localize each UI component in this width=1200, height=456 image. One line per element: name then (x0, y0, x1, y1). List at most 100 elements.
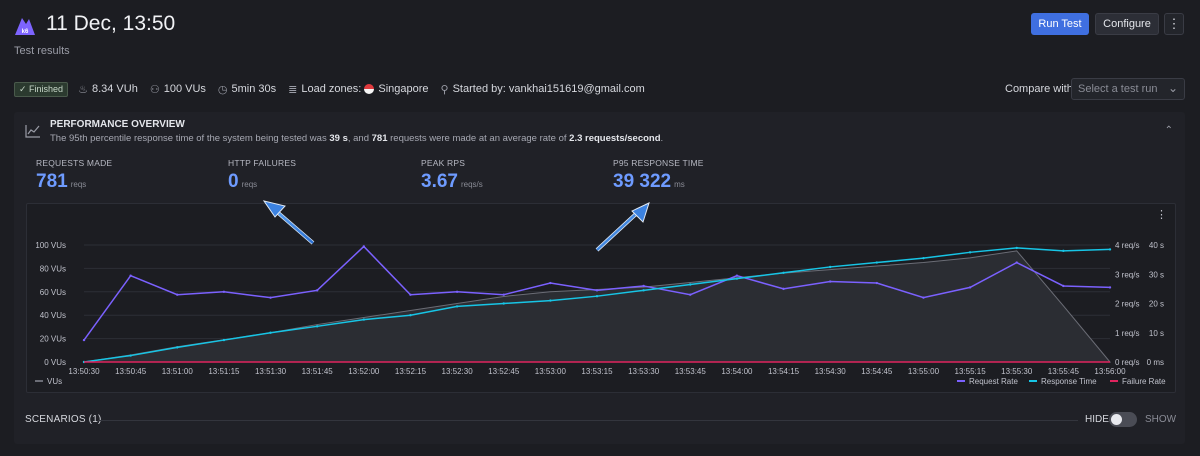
x-tick-label: 13:56:00 (1094, 367, 1126, 376)
stat-label: PEAK RPS (421, 158, 466, 168)
response-time-point (502, 302, 505, 305)
response-time-point (222, 338, 226, 342)
y-left-tick-label: 100 VUs (35, 241, 66, 250)
response-time-point (828, 265, 832, 269)
legend-vus: VUs (47, 377, 62, 386)
x-tick-label: 13:55:00 (908, 367, 940, 376)
stat-peak-rps: PEAK RPS 3.67 reqs/s (421, 158, 483, 193)
series-vus-area (83, 250, 1112, 363)
vus-text: 100 VUs (163, 83, 206, 95)
svg-text:k6: k6 (22, 29, 29, 35)
compare-placeholder: Select a test run (1078, 83, 1158, 95)
response-time-point (689, 283, 692, 286)
desc-rate: 2.3 requests/second (569, 133, 661, 144)
request-rate-point (595, 289, 599, 292)
response-time-point (362, 318, 366, 321)
y-left-tick-label: 80 VUs (40, 264, 66, 273)
response-time-point (1062, 249, 1065, 253)
response-time-point (595, 294, 599, 298)
test-info-bar: ✓ Finished ♨ 8.34 VUh ⚇ 100 VUs ◷ 5min 30s … (14, 81, 657, 97)
response-time-point (735, 277, 739, 280)
response-time-point (315, 325, 319, 328)
stat-requests-made: REQUESTS MADE 781 reqs (36, 158, 112, 193)
started-by-info: ⚲ Started by: vankhai151619@gmail.com (441, 83, 645, 96)
chevron-up-icon[interactable]: ⌃ (1164, 125, 1173, 136)
stat-http-failures: HTTP FAILURES 0 reqs (228, 158, 296, 193)
x-tick-label: 13:51:45 (302, 367, 334, 376)
x-tick-label: 13:54:30 (815, 367, 847, 376)
x-tick-label: 13:53:15 (581, 367, 613, 376)
x-tick-label: 13:52:00 (348, 367, 380, 376)
x-tick-label: 13:50:30 (68, 367, 100, 376)
stat-value: 781 (36, 171, 68, 192)
request-rate-point (1108, 286, 1112, 289)
overview-title: PERFORMANCE OVERVIEW (50, 119, 185, 130)
users-icon: ⚇ (149, 83, 160, 96)
request-rate-point (1015, 261, 1018, 264)
x-tick-label: 13:55:45 (1048, 367, 1080, 376)
stat-value: 3.67 (421, 171, 458, 192)
stat-unit: ms (674, 180, 685, 189)
user-icon: ⚲ (440, 83, 449, 96)
x-tick-label: 13:53:45 (675, 367, 707, 376)
scenarios-toggle[interactable] (1109, 412, 1137, 427)
response-time-point (782, 271, 785, 274)
desc-text-1: The 95th percentile response time of the… (50, 133, 330, 144)
legend-label: Request Rate (969, 377, 1018, 386)
request-rate-point (269, 296, 272, 299)
y-rate-tick-label: 2 req/s (1115, 300, 1139, 309)
request-rate-point (315, 289, 319, 292)
y-left-tick-label: 40 VUs (40, 311, 66, 320)
request-rate-point (362, 245, 366, 248)
y-rate-tick-label: 4 req/s (1115, 241, 1139, 250)
started-by-text: Started by: vankhai151619@gmail.com (452, 83, 645, 95)
response-time-point (549, 299, 552, 302)
scenarios-divider (98, 420, 1078, 421)
hide-label: HIDE (1085, 414, 1109, 425)
run-test-button[interactable]: Run Test (1031, 13, 1089, 35)
request-rate-point (455, 290, 459, 293)
stat-label: HTTP FAILURES (228, 158, 297, 168)
chevron-down-icon: ⌄ (1167, 81, 1178, 95)
desc-text-3: requests were made at an average rate of (387, 133, 570, 144)
load-zones-info: ≣ Load zones: Singapore (288, 83, 428, 96)
y-rate-tick-label: 3 req/s (1115, 270, 1139, 279)
configure-button[interactable]: Configure (1095, 13, 1159, 35)
request-rate-point (222, 290, 226, 293)
chart-menu-icon[interactable]: ⋮ (1156, 209, 1167, 221)
duration-info: ◷ 5min 30s (218, 83, 276, 96)
page-subtitle: Test results (14, 45, 70, 57)
desc-text-2: , and (347, 133, 372, 144)
load-zone-text: Singapore (378, 83, 429, 95)
stat-label: P95 RESPONSE TIME (613, 158, 704, 168)
response-time-point (176, 346, 179, 349)
stat-p95-response-time: P95 RESPONSE TIME 39 322 ms (613, 158, 704, 193)
request-rate-point (502, 293, 505, 296)
x-tick-label: 13:50:45 (115, 367, 147, 376)
desc-p95: 39 s (329, 133, 348, 144)
response-time-point (1108, 248, 1112, 251)
y-time-tick-label: 30 s (1149, 270, 1164, 279)
vuh-text: 8.34 VUh (91, 83, 138, 95)
flame-icon: ♨ (78, 83, 88, 96)
compare-select[interactable]: Select a test run ⌄ (1071, 78, 1185, 100)
status-badge: ✓ Finished (14, 81, 69, 97)
legend-label: Failure Rate (1122, 377, 1166, 386)
stat-unit: reqs/s (460, 180, 483, 189)
request-rate-point (642, 284, 645, 288)
toggle-knob (1111, 414, 1122, 425)
x-tick-label: 13:55:15 (955, 367, 987, 376)
x-tick-label: 13:51:00 (162, 367, 194, 376)
more-options-button[interactable]: ⋮ (1164, 13, 1184, 35)
compare-label: Compare with (1005, 83, 1073, 95)
vus-info: ⚇ 100 VUs (150, 83, 206, 96)
chart-icon (25, 125, 40, 138)
request-rate-point (82, 338, 86, 342)
singapore-flag-icon (364, 84, 375, 94)
response-time-point (269, 331, 272, 334)
response-time-point (1015, 246, 1018, 250)
x-tick-label: 13:53:30 (628, 367, 660, 376)
response-time-point (875, 261, 879, 264)
request-rate-point (968, 286, 972, 289)
stat-value: 39 322 (613, 171, 672, 192)
